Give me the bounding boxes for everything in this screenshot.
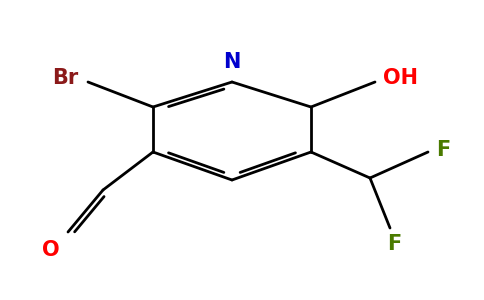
Text: F: F <box>387 234 401 254</box>
Text: Br: Br <box>52 68 78 88</box>
Text: OH: OH <box>383 68 418 88</box>
Text: O: O <box>43 240 60 260</box>
Text: N: N <box>223 52 241 72</box>
Text: F: F <box>436 140 450 160</box>
